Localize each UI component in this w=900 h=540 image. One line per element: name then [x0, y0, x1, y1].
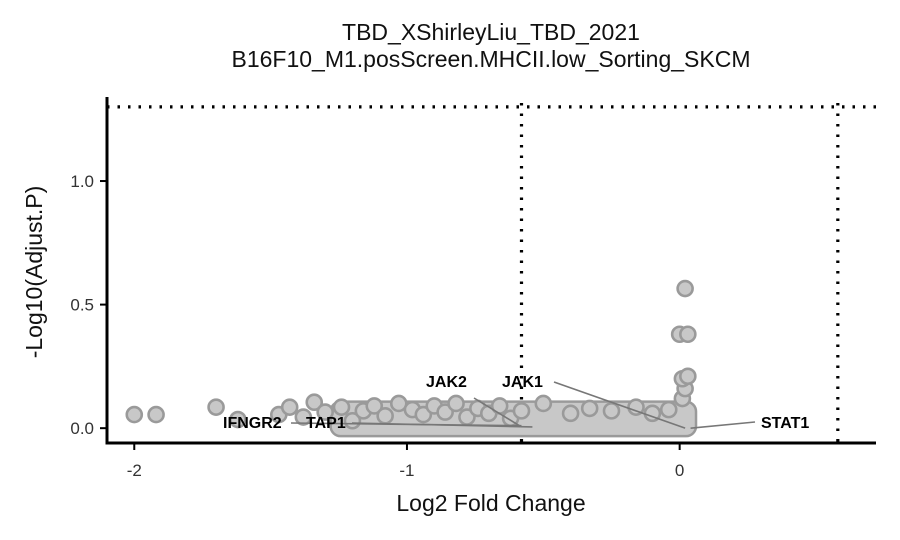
- data-point-1: [147, 405, 165, 424]
- gene-label-jak2: JAK2: [426, 374, 467, 391]
- data-point-5: [280, 398, 299, 416]
- data-point-30: [627, 398, 645, 416]
- chart-subtitle: B16F10_M1.posScreen.MHCII.low_Sorting_SK…: [231, 46, 750, 72]
- data-point-13: [376, 407, 394, 425]
- y-tick-label-2: 1.0: [70, 172, 94, 191]
- data-point-28: [580, 399, 599, 418]
- data-point-12: [365, 397, 384, 415]
- data-point-2: [207, 398, 225, 416]
- axes: -2 -1 0 0.0 0.5 1.0: [70, 97, 876, 480]
- data-point-9: [332, 398, 351, 416]
- threshold-lines: [107, 103, 876, 443]
- x-tick-label-0: -2: [127, 461, 142, 480]
- data-point-19: [447, 394, 465, 413]
- x-axis-title: Log2 Fold Change: [396, 490, 585, 516]
- data-point-27: [561, 404, 580, 423]
- x-tick-label-2: 0: [675, 461, 684, 480]
- data-point-3: [229, 410, 247, 429]
- chart-title: TBD_XShirleyLiu_TBD_2021: [342, 19, 640, 45]
- gene-label-ifngr2: IFNGR2: [223, 415, 282, 432]
- gene-labels: IFNGR2 TAP1 JAK2 JAK1 STAT1: [223, 374, 809, 432]
- data-point-36: [679, 367, 697, 386]
- data-point-0: [125, 405, 144, 424]
- data-point-7: [305, 393, 324, 412]
- gene-label-stat1: STAT1: [761, 415, 809, 432]
- data-point-32: [659, 400, 678, 419]
- data-point-29: [602, 402, 621, 420]
- y-tick-label-0: 0.0: [70, 419, 94, 438]
- data-point-39: [676, 279, 694, 298]
- y-tick-label-1: 0.5: [70, 296, 94, 315]
- x-tick-label-1: -1: [399, 461, 414, 480]
- connector-stat1: [690, 421, 756, 429]
- y-axis-title: -Log10(Adjust.P): [21, 186, 47, 359]
- data-point-38: [679, 325, 697, 344]
- data-point-26: [534, 394, 553, 413]
- connector-jak2: [473, 397, 522, 428]
- data-point-6: [294, 408, 313, 426]
- connector-tap1: [351, 422, 533, 428]
- gene-label-tap1: TAP1: [306, 415, 346, 432]
- data-points: [125, 279, 697, 430]
- connector-jak1: [553, 381, 686, 429]
- label-connectors: [290, 381, 756, 429]
- gene-label-jak1: JAK1: [502, 374, 543, 391]
- data-point-8: [316, 403, 334, 421]
- data-point-25: [512, 402, 531, 420]
